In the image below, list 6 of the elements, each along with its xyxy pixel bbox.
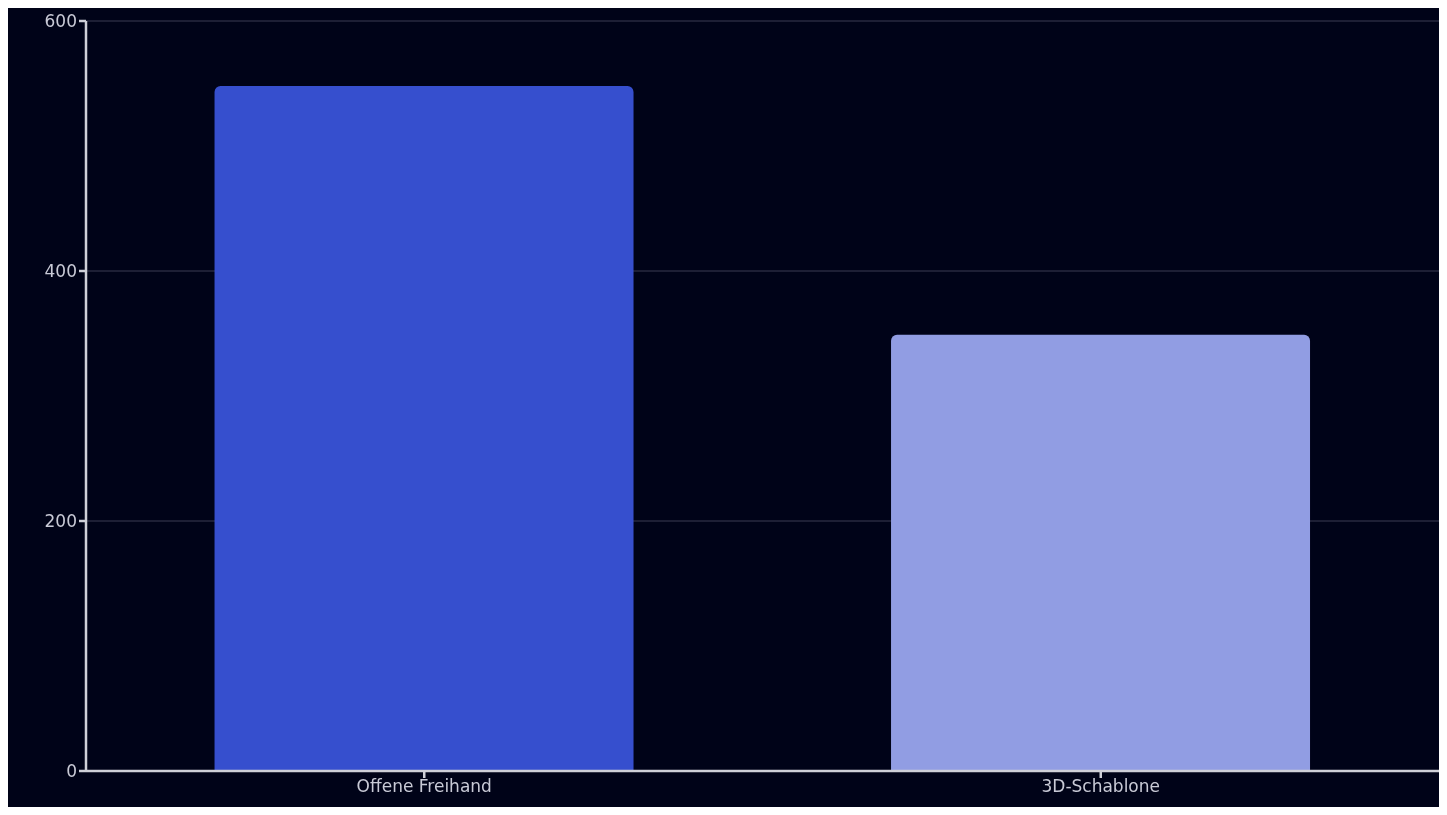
y-tick-label: 600 <box>44 11 77 32</box>
y-tick-label: 400 <box>44 261 77 282</box>
y-tick-label: 0 <box>66 761 77 782</box>
x-tick-label: 3D-Schablone <box>1041 776 1161 797</box>
y-tick-label: 200 <box>44 511 77 532</box>
x-tick-label: Offene Freihand <box>356 776 492 797</box>
